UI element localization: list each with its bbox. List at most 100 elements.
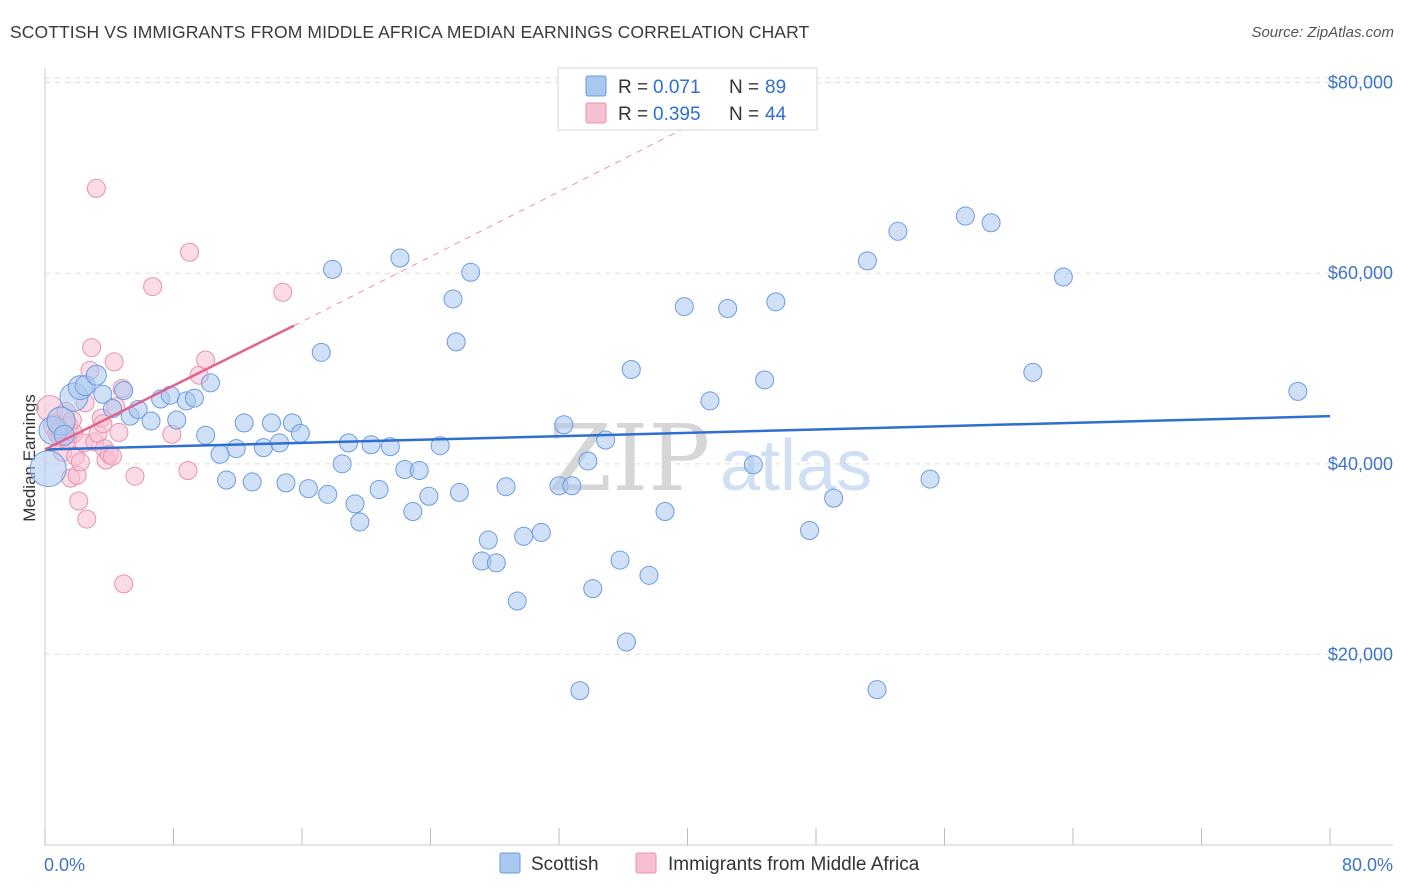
scottish-point <box>955 206 975 226</box>
legend-n-label-scottish: N = <box>729 77 759 98</box>
bottom-legend-swatch-africa <box>635 852 657 874</box>
scottish-point <box>1023 362 1043 382</box>
scottish-point <box>583 579 603 599</box>
scottish-point <box>570 681 590 701</box>
scottish-point <box>318 484 338 504</box>
africa-point <box>77 509 97 529</box>
africa-point <box>180 242 200 262</box>
scottish-point <box>616 632 636 652</box>
axes <box>44 68 1393 846</box>
bottom-legend: Scottish Immigrants from Middle Africa <box>499 852 920 875</box>
scottish-point <box>674 297 694 317</box>
scottish-point <box>380 437 400 457</box>
scottish-point <box>700 391 720 411</box>
y-tick-label: $20,000 <box>1328 644 1393 664</box>
scottish-point <box>610 550 630 570</box>
scottish-point <box>196 425 216 445</box>
trend-line-scottish <box>44 414 1331 451</box>
scottish-point <box>981 213 1001 233</box>
scottish-point <box>332 454 352 474</box>
scottish-point <box>85 364 107 386</box>
scottish-point <box>507 591 527 611</box>
scottish-point <box>419 486 439 506</box>
scottish-point <box>486 553 506 573</box>
scottish-point <box>234 413 254 433</box>
x-tick-label-min: 0.0% <box>44 855 85 875</box>
scottish-point <box>888 221 908 241</box>
scottish-point <box>1288 381 1308 401</box>
scottish-point <box>639 565 659 585</box>
scottish-point <box>755 370 775 390</box>
scottish-point <box>430 436 450 456</box>
africa-point <box>102 446 122 466</box>
chart-title: SCOTTISH VS IMMIGRANTS FROM MIDDLE AFRIC… <box>10 22 810 42</box>
scottish-point <box>369 480 389 500</box>
scottish-point <box>390 248 410 268</box>
scottish-point <box>1053 267 1073 287</box>
scottish-point <box>345 494 365 514</box>
africa-point <box>82 338 102 358</box>
africa-point <box>273 282 293 302</box>
scottish-point <box>461 262 481 282</box>
scottish-point <box>253 438 273 458</box>
legend-swatch-africa <box>585 102 607 124</box>
legend-n-value-africa: 44 <box>765 104 787 125</box>
africa-point <box>125 466 145 486</box>
y-tick-labels: $20,000 $40,000 $60,000 $80,000 <box>1328 73 1393 665</box>
scottish-point <box>766 292 786 312</box>
africa-point <box>70 452 90 472</box>
scottish-point <box>449 482 469 502</box>
africa-point <box>86 178 106 198</box>
scottish-point <box>867 680 887 700</box>
scottish-point <box>261 413 281 433</box>
scottish-point <box>184 388 204 408</box>
bottom-legend-africa: Immigrants from Middle Africa <box>668 854 920 875</box>
scottish-point <box>114 380 134 400</box>
scottish-point <box>800 521 820 541</box>
scottish-point <box>496 477 516 497</box>
source-label: Source: ZipAtlas.com <box>1251 24 1394 41</box>
legend-n-value-scottish: 89 <box>765 77 786 98</box>
africa-point <box>178 460 198 480</box>
gridlines <box>45 77 1393 655</box>
scottish-point <box>655 501 675 521</box>
scottish-point <box>93 384 113 404</box>
legend-r-value-scottish: 0.071 <box>653 77 701 98</box>
scottish-point <box>554 415 574 435</box>
scottish-point <box>920 469 940 489</box>
watermark-atlas: atlas <box>720 426 872 506</box>
trend-lines <box>44 122 1331 451</box>
scottish-point <box>311 342 331 362</box>
africa-point <box>104 352 124 372</box>
scottish-point <box>217 470 237 490</box>
series-scottish-points <box>29 206 1308 701</box>
africa-point <box>69 491 89 511</box>
scottish-point <box>167 410 187 430</box>
scottish-point <box>323 259 343 279</box>
scottish-point <box>621 359 641 379</box>
scottish-point <box>446 332 466 352</box>
scottish-point <box>242 472 262 492</box>
scottish-point <box>200 373 220 393</box>
legend-r-label-africa: R = <box>618 104 648 125</box>
trend-line-africa <box>44 324 295 451</box>
scottish-point <box>210 444 230 464</box>
legend-r-value-africa: 0.395 <box>653 104 701 125</box>
bottom-legend-scottish: Scottish <box>531 854 599 875</box>
scottish-point <box>160 385 180 405</box>
trend-line-africa-extension <box>293 122 696 327</box>
scottish-point <box>409 460 429 480</box>
scottish-point <box>361 435 381 455</box>
legend-swatch-scottish <box>585 75 607 97</box>
scottish-point <box>29 450 67 488</box>
x-ticks <box>44 828 1331 845</box>
scottish-point <box>857 251 877 271</box>
legend: R = 0.071 N = 89 R = 0.395 N = 44 <box>557 67 818 131</box>
scottish-point <box>514 526 534 546</box>
africa-point <box>143 277 163 297</box>
scottish-point <box>276 473 296 493</box>
scottish-point <box>562 476 582 496</box>
legend-r-label-scottish: R = <box>618 77 648 98</box>
scottish-point <box>141 411 161 431</box>
y-tick-label: $40,000 <box>1328 454 1393 474</box>
